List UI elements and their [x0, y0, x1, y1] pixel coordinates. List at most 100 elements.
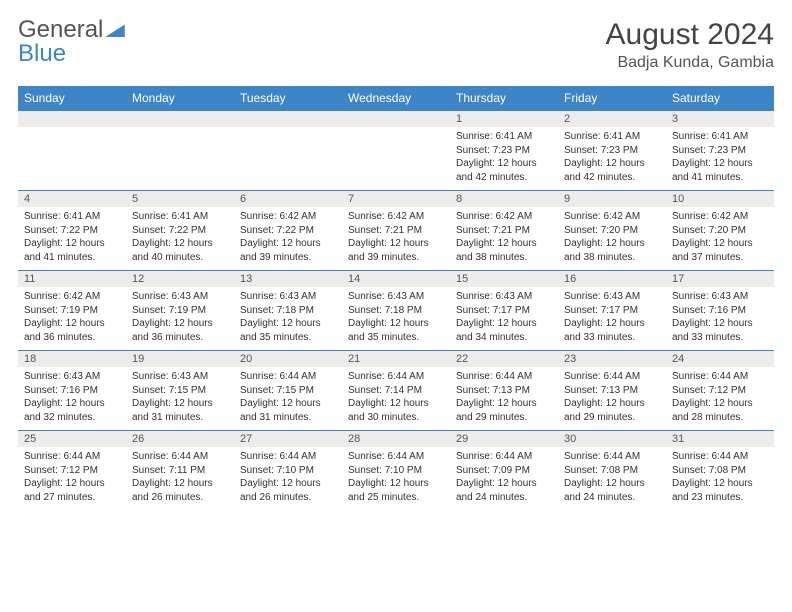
day-details: Sunrise: 6:41 AMSunset: 7:23 PMDaylight:… [450, 127, 558, 190]
sunrise-text: Sunrise: 6:44 AM [132, 450, 228, 464]
sunrise-text: Sunrise: 6:44 AM [456, 450, 552, 464]
sunrise-text: Sunrise: 6:44 AM [564, 370, 660, 384]
calendar-day-cell: 23Sunrise: 6:44 AMSunset: 7:13 PMDayligh… [558, 351, 666, 431]
sunset-text: Sunset: 7:22 PM [24, 224, 120, 238]
page-header: GeneralBlue August 2024 Badja Kunda, Gam… [18, 18, 774, 72]
sunset-text: Sunset: 7:21 PM [348, 224, 444, 238]
day-number: 24 [666, 351, 774, 367]
day-number: 6 [234, 191, 342, 207]
day-number: 22 [450, 351, 558, 367]
daylight-text: Daylight: 12 hours and 26 minutes. [240, 477, 336, 504]
daylight-text: Daylight: 12 hours and 33 minutes. [672, 317, 768, 344]
day-number [234, 111, 342, 127]
day-details: Sunrise: 6:43 AMSunset: 7:16 PMDaylight:… [666, 287, 774, 350]
sunset-text: Sunset: 7:11 PM [132, 464, 228, 478]
sunset-text: Sunset: 7:20 PM [564, 224, 660, 238]
sunrise-text: Sunrise: 6:44 AM [240, 370, 336, 384]
calendar-day-cell [342, 111, 450, 191]
day-details: Sunrise: 6:44 AMSunset: 7:08 PMDaylight:… [558, 447, 666, 510]
location-label: Badja Kunda, Gambia [606, 54, 774, 72]
day-details: Sunrise: 6:41 AMSunset: 7:22 PMDaylight:… [126, 207, 234, 270]
daylight-text: Daylight: 12 hours and 35 minutes. [348, 317, 444, 344]
calendar-week-row: 4Sunrise: 6:41 AMSunset: 7:22 PMDaylight… [18, 191, 774, 271]
sunset-text: Sunset: 7:08 PM [564, 464, 660, 478]
day-number [126, 111, 234, 127]
sunset-text: Sunset: 7:22 PM [132, 224, 228, 238]
sunrise-text: Sunrise: 6:42 AM [564, 210, 660, 224]
sunset-text: Sunset: 7:16 PM [24, 384, 120, 398]
day-number: 25 [18, 431, 126, 447]
day-details: Sunrise: 6:42 AMSunset: 7:21 PMDaylight:… [342, 207, 450, 270]
calendar-week-row: 18Sunrise: 6:43 AMSunset: 7:16 PMDayligh… [18, 351, 774, 431]
weekday-header: Monday [126, 86, 234, 111]
sunset-text: Sunset: 7:10 PM [348, 464, 444, 478]
day-number: 5 [126, 191, 234, 207]
sunset-text: Sunset: 7:17 PM [564, 304, 660, 318]
day-details: Sunrise: 6:43 AMSunset: 7:18 PMDaylight:… [342, 287, 450, 350]
calendar-day-cell: 26Sunrise: 6:44 AMSunset: 7:11 PMDayligh… [126, 431, 234, 511]
sunset-text: Sunset: 7:21 PM [456, 224, 552, 238]
sunset-text: Sunset: 7:20 PM [672, 224, 768, 238]
daylight-text: Daylight: 12 hours and 35 minutes. [240, 317, 336, 344]
daylight-text: Daylight: 12 hours and 36 minutes. [132, 317, 228, 344]
calendar-day-cell: 25Sunrise: 6:44 AMSunset: 7:12 PMDayligh… [18, 431, 126, 511]
calendar-body: 1Sunrise: 6:41 AMSunset: 7:23 PMDaylight… [18, 111, 774, 511]
daylight-text: Daylight: 12 hours and 31 minutes. [240, 397, 336, 424]
weekday-header: Saturday [666, 86, 774, 111]
calendar-day-cell [234, 111, 342, 191]
day-number [18, 111, 126, 127]
day-number: 30 [558, 431, 666, 447]
sunrise-text: Sunrise: 6:44 AM [564, 450, 660, 464]
daylight-text: Daylight: 12 hours and 29 minutes. [564, 397, 660, 424]
brand-logo: GeneralBlue [18, 18, 125, 66]
day-details [234, 127, 342, 185]
day-details: Sunrise: 6:44 AMSunset: 7:10 PMDaylight:… [342, 447, 450, 510]
brand-part1: General [18, 16, 103, 43]
calendar-day-cell: 15Sunrise: 6:43 AMSunset: 7:17 PMDayligh… [450, 271, 558, 351]
calendar-day-cell: 22Sunrise: 6:44 AMSunset: 7:13 PMDayligh… [450, 351, 558, 431]
title-block: August 2024 Badja Kunda, Gambia [606, 18, 774, 72]
day-details: Sunrise: 6:42 AMSunset: 7:21 PMDaylight:… [450, 207, 558, 270]
day-number: 31 [666, 431, 774, 447]
calendar-day-cell: 1Sunrise: 6:41 AMSunset: 7:23 PMDaylight… [450, 111, 558, 191]
daylight-text: Daylight: 12 hours and 34 minutes. [456, 317, 552, 344]
daylight-text: Daylight: 12 hours and 31 minutes. [132, 397, 228, 424]
calendar-day-cell: 6Sunrise: 6:42 AMSunset: 7:22 PMDaylight… [234, 191, 342, 271]
day-details: Sunrise: 6:43 AMSunset: 7:16 PMDaylight:… [18, 367, 126, 430]
sunrise-text: Sunrise: 6:44 AM [672, 370, 768, 384]
day-number: 17 [666, 271, 774, 287]
daylight-text: Daylight: 12 hours and 38 minutes. [456, 237, 552, 264]
sunrise-text: Sunrise: 6:41 AM [132, 210, 228, 224]
day-details: Sunrise: 6:44 AMSunset: 7:13 PMDaylight:… [558, 367, 666, 430]
calendar-day-cell: 9Sunrise: 6:42 AMSunset: 7:20 PMDaylight… [558, 191, 666, 271]
calendar-page: GeneralBlue August 2024 Badja Kunda, Gam… [0, 0, 792, 520]
day-number: 27 [234, 431, 342, 447]
sunset-text: Sunset: 7:10 PM [240, 464, 336, 478]
calendar-day-cell: 28Sunrise: 6:44 AMSunset: 7:10 PMDayligh… [342, 431, 450, 511]
day-number: 21 [342, 351, 450, 367]
day-details: Sunrise: 6:44 AMSunset: 7:10 PMDaylight:… [234, 447, 342, 510]
day-number: 11 [18, 271, 126, 287]
sunrise-text: Sunrise: 6:43 AM [132, 290, 228, 304]
sunset-text: Sunset: 7:22 PM [240, 224, 336, 238]
day-details [342, 127, 450, 185]
day-details: Sunrise: 6:41 AMSunset: 7:23 PMDaylight:… [558, 127, 666, 190]
sunrise-text: Sunrise: 6:44 AM [672, 450, 768, 464]
sunset-text: Sunset: 7:15 PM [240, 384, 336, 398]
calendar-day-cell: 4Sunrise: 6:41 AMSunset: 7:22 PMDaylight… [18, 191, 126, 271]
day-number: 7 [342, 191, 450, 207]
calendar-day-cell: 19Sunrise: 6:43 AMSunset: 7:15 PMDayligh… [126, 351, 234, 431]
daylight-text: Daylight: 12 hours and 36 minutes. [24, 317, 120, 344]
sunset-text: Sunset: 7:09 PM [456, 464, 552, 478]
daylight-text: Daylight: 12 hours and 37 minutes. [672, 237, 768, 264]
daylight-text: Daylight: 12 hours and 25 minutes. [348, 477, 444, 504]
sunrise-text: Sunrise: 6:43 AM [456, 290, 552, 304]
calendar-day-cell: 5Sunrise: 6:41 AMSunset: 7:22 PMDaylight… [126, 191, 234, 271]
calendar-day-cell: 31Sunrise: 6:44 AMSunset: 7:08 PMDayligh… [666, 431, 774, 511]
day-details: Sunrise: 6:44 AMSunset: 7:13 PMDaylight:… [450, 367, 558, 430]
sunrise-text: Sunrise: 6:42 AM [672, 210, 768, 224]
daylight-text: Daylight: 12 hours and 40 minutes. [132, 237, 228, 264]
calendar-day-cell: 17Sunrise: 6:43 AMSunset: 7:16 PMDayligh… [666, 271, 774, 351]
calendar-day-cell: 2Sunrise: 6:41 AMSunset: 7:23 PMDaylight… [558, 111, 666, 191]
day-number: 2 [558, 111, 666, 127]
